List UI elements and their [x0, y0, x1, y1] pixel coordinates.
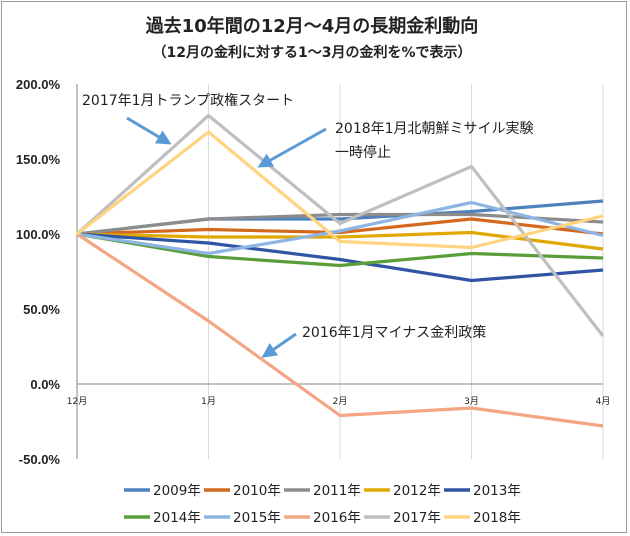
y-tick-label: -50.0% — [19, 452, 61, 467]
annotation-north-korea-line2: 一時停止 — [335, 144, 391, 161]
legend-label: 2015年 — [233, 510, 281, 526]
annotation-arrow-north-korea — [257, 127, 327, 168]
legend-label: 2017年 — [393, 510, 441, 526]
legend-label: 2009年 — [153, 483, 201, 499]
series-line-2015 — [76, 200, 604, 256]
series-line-2013 — [76, 232, 604, 283]
annotation-arrow-trump — [126, 116, 172, 145]
legend-label: 2014年 — [153, 510, 201, 526]
x-tick-label: 1月 — [201, 396, 216, 407]
axes: 200.0% 150.0% 100.0% 50.0% 0.0% -50.0% 12月 1月 2月… — [16, 77, 610, 467]
annotation-trump: 2017年1月トランプ政権スタート — [82, 92, 294, 109]
series-group — [75, 113, 605, 428]
legend-label: 2011年 — [313, 483, 361, 499]
y-tick-label: 100.0% — [16, 227, 61, 242]
series-line-2011 — [76, 212, 604, 236]
chart-title: 過去10年間の12月～4月の長期金利動向 — [146, 15, 479, 37]
series-line-2014 — [76, 232, 604, 268]
series-line-2016 — [76, 232, 604, 428]
legend-label: 2010年 — [233, 483, 281, 499]
x-tick-label: 4月 — [596, 396, 611, 407]
series-line-2017 — [75, 113, 605, 337]
legend-label: 2018年 — [473, 510, 521, 526]
y-tick-label: 50.0% — [23, 302, 60, 317]
annotation-arrow-negative-rate — [261, 332, 297, 358]
x-tick-label: 3月 — [464, 396, 479, 407]
annotation-negative-rate: 2016年1月マイナス金利政策 — [302, 324, 486, 341]
legend-label: 2013年 — [473, 483, 521, 499]
legend-label: 2016年 — [313, 510, 361, 526]
y-tick-label: 0.0% — [30, 377, 60, 392]
legend: 2009年 2010年 2011年 2012年 2013年 2014年 2015年 2016年… — [124, 483, 521, 526]
legend-label: 2012年 — [393, 483, 441, 499]
series-line-2018 — [76, 130, 604, 250]
chart-subtitle: （12月の金利に対する1～3月の金利を%で表示） — [153, 44, 472, 61]
annotation-north-korea: 2018年1月北朝鮮ミサイル実験 — [335, 121, 534, 137]
x-tick-label: 12月 — [67, 396, 87, 407]
y-tick-label: 150.0% — [16, 152, 61, 167]
x-tick-label: 2月 — [333, 396, 348, 407]
y-tick-label: 200.0% — [16, 77, 61, 92]
